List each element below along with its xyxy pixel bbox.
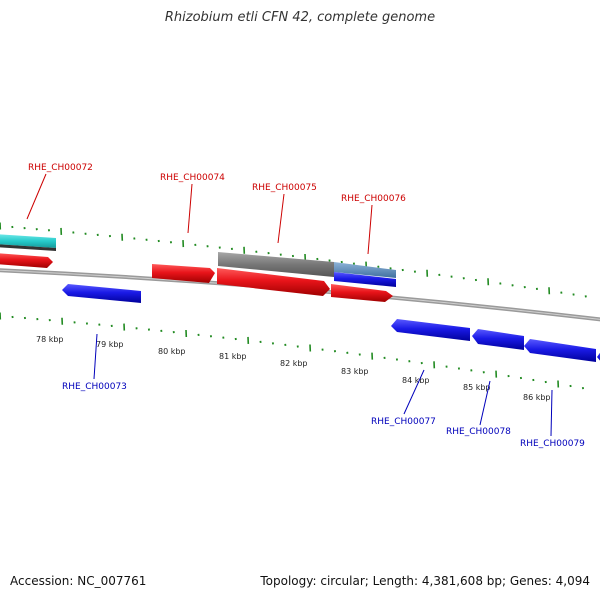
other-feature[interactable] [218, 252, 334, 277]
kbp-label: 83 kbp [341, 367, 369, 376]
gene-leader-line [26, 173, 47, 220]
cds-forward-feature[interactable] [217, 268, 330, 296]
gene-label[interactable]: RHE_CH00077 [371, 417, 436, 427]
cds-reverse-feature[interactable] [597, 350, 600, 364]
cds-forward-feature[interactable] [0, 253, 53, 268]
gene-leader-line [479, 380, 491, 426]
feature-track [0, 234, 600, 364]
cds-reverse-feature[interactable] [472, 329, 524, 350]
cds-reverse-feature[interactable] [334, 272, 396, 287]
kbp-label: 86 kbp [523, 393, 551, 402]
accession-text: Accession: NC_007761 [10, 574, 147, 588]
gene-label[interactable]: RHE_CH00076 [341, 194, 406, 204]
gene-leader-line [367, 204, 373, 255]
kbp-scale: 78 kbp 79 kbp 80 kbp 81 kbp 82 kbp 83 kbp 84 k… [36, 335, 551, 402]
genome-summary: Topology: circular; Length: 4,381,608 bp… [260, 574, 590, 588]
kbp-label: 78 kbp [36, 335, 64, 344]
cds-reverse-feature[interactable] [391, 319, 470, 341]
cds-reverse-feature[interactable] [62, 284, 141, 303]
gene-leader-line [187, 183, 193, 234]
kbp-label: 80 kbp [158, 347, 186, 356]
gene-leader-line [93, 333, 98, 380]
gene-label[interactable]: RHE_CH00072 [28, 163, 93, 173]
gene-leader-line [277, 193, 285, 244]
rna-feature[interactable] [0, 234, 56, 248]
cds-forward-feature[interactable] [152, 264, 215, 283]
kbp-label: 81 kbp [219, 352, 247, 361]
other-feature[interactable] [334, 262, 396, 278]
kbp-label: 84 kbp [402, 376, 430, 385]
gene-label[interactable]: RHE_CH00078 [446, 427, 511, 437]
gene-label[interactable]: RHE_CH00079 [520, 439, 585, 449]
gene-label[interactable]: RHE_CH00074 [160, 173, 225, 183]
map-title: Rhizobium etli CFN 42, complete genome [164, 10, 436, 25]
cds-reverse-feature[interactable] [524, 339, 596, 362]
gene-leader-line [403, 369, 425, 415]
cds-forward-feature[interactable] [331, 284, 393, 302]
kbp-label: 79 kbp [96, 340, 124, 349]
gene-label[interactable]: RHE_CH00075 [252, 183, 317, 193]
gene-label[interactable]: RHE_CH00073 [62, 382, 127, 392]
outer-tick-ring [0, 222, 587, 298]
inner-tick-ring [0, 312, 584, 390]
gene-labels: RHE_CH00072 RHE_CH00074 RHE_CH00075 RHE_CH0… [26, 163, 585, 449]
kbp-label: 82 kbp [280, 359, 308, 368]
rna-feature-shadow [0, 244, 56, 251]
kbp-label: 85 kbp [463, 383, 491, 392]
gene-leader-line [550, 389, 553, 437]
